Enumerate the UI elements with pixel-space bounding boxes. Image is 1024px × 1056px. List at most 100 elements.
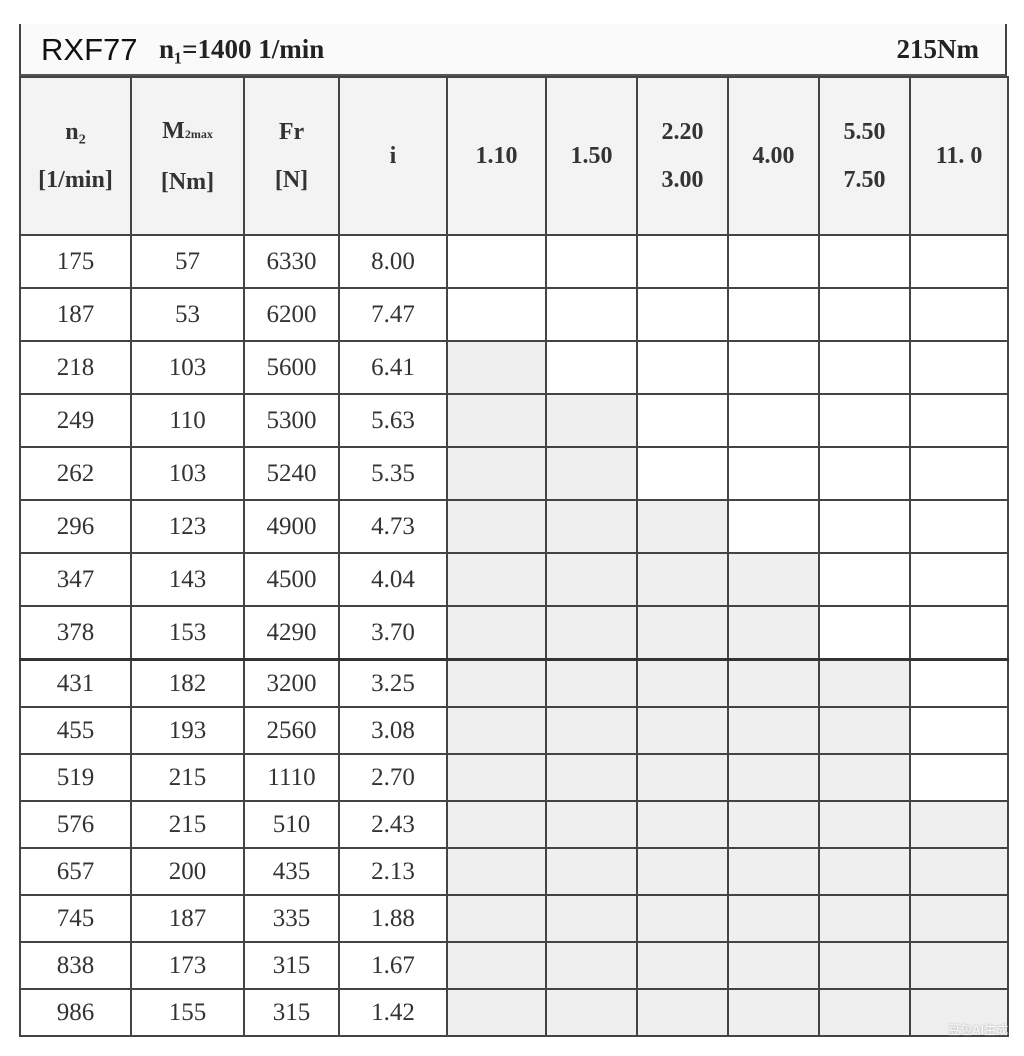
cell-i: 5.63 [338, 393, 448, 448]
cell-fr: 4500 [243, 552, 340, 607]
table-row: 249 110 5300 5.63 [19, 393, 1009, 448]
table-row: 262 103 5240 5.35 [19, 446, 1009, 501]
empty-cell [818, 446, 911, 501]
cell-m2max: 123 [130, 499, 245, 554]
header-sf-3-top: 2.20 [661, 119, 704, 145]
cell-n2: 657 [19, 847, 132, 896]
cell-i: 2.43 [338, 800, 448, 849]
gear-rating-table: n₂ [1/min] M2max [Nm] Fr [N] i 1.10 1.50 2.… [19, 76, 1009, 1037]
cell-n2: 745 [19, 894, 132, 943]
empty-cell [909, 552, 1009, 607]
empty-cell [909, 340, 1009, 395]
empty-cell [818, 234, 911, 289]
shaded-cell [545, 988, 638, 1037]
empty-cell [909, 605, 1009, 661]
watermark: 豆包AI生成 [948, 1023, 1008, 1037]
cell-n2: 455 [19, 706, 132, 755]
header-sf-2: 1.50 [545, 76, 638, 236]
cell-m2max: 103 [130, 446, 245, 501]
cell-fr: 1110 [243, 753, 340, 802]
table-row: 576 215 510 2.43 [19, 800, 1009, 849]
cell-n2: 175 [19, 234, 132, 289]
cell-i: 4.73 [338, 499, 448, 554]
cell-fr: 435 [243, 847, 340, 896]
empty-cell [909, 234, 1009, 289]
shaded-cell [727, 894, 820, 943]
shaded-cell [909, 988, 1009, 1037]
header-m2max-unit: [Nm] [160, 168, 215, 195]
empty-cell [818, 287, 911, 342]
cell-fr: 2560 [243, 706, 340, 755]
shaded-cell [545, 658, 638, 708]
empty-cell [727, 340, 820, 395]
title-bar: RXF77 n₁=1400 1/min 215Nm [19, 24, 1007, 76]
cell-i: 1.88 [338, 894, 448, 943]
shaded-cell [545, 393, 638, 448]
shaded-cell [446, 446, 547, 501]
empty-cell [909, 499, 1009, 554]
empty-cell [727, 393, 820, 448]
shaded-cell [545, 941, 638, 990]
cell-i: 5.35 [338, 446, 448, 501]
shaded-cell [446, 499, 547, 554]
header-sf-5: 5.50 7.50 [818, 76, 911, 236]
shaded-cell [818, 658, 911, 708]
cell-n2: 187 [19, 287, 132, 342]
cell-m2max: 110 [130, 393, 245, 448]
shaded-cell [545, 446, 638, 501]
table-row: 986 155 315 1.42 [19, 988, 1009, 1037]
empty-cell [636, 393, 729, 448]
shaded-cell [818, 847, 911, 896]
table-row: 296 123 4900 4.73 [19, 499, 1009, 554]
cell-m2max: 143 [130, 552, 245, 607]
shaded-cell [636, 753, 729, 802]
shaded-cell [545, 706, 638, 755]
table-row: 745 187 335 1.88 [19, 894, 1009, 943]
empty-cell [727, 234, 820, 289]
cell-m2max: 173 [130, 941, 245, 990]
cell-fr: 4900 [243, 499, 340, 554]
cell-fr: 5240 [243, 446, 340, 501]
header-row: n₂ [1/min] M2max [Nm] Fr [N] i 1.10 1.50 2.… [19, 76, 1009, 236]
table-row: 657 200 435 2.13 [19, 847, 1009, 896]
empty-cell [636, 287, 729, 342]
shaded-cell [545, 605, 638, 661]
cell-n2: 378 [19, 605, 132, 661]
empty-cell [727, 499, 820, 554]
table-row: 175 57 6330 8.00 [19, 234, 1009, 289]
shaded-cell [909, 800, 1009, 849]
cell-n2: 249 [19, 393, 132, 448]
table-row: 218 103 5600 6.41 [19, 340, 1009, 395]
shaded-cell [909, 894, 1009, 943]
shaded-cell [818, 706, 911, 755]
shaded-cell [818, 941, 911, 990]
empty-cell [636, 234, 729, 289]
shaded-cell [446, 847, 547, 896]
shaded-cell [545, 800, 638, 849]
cell-i: 8.00 [338, 234, 448, 289]
cell-m2max: 53 [130, 287, 245, 342]
cell-m2max: 187 [130, 894, 245, 943]
shaded-cell [446, 552, 547, 607]
cell-i: 2.13 [338, 847, 448, 896]
shaded-cell [636, 605, 729, 661]
cell-fr: 335 [243, 894, 340, 943]
shaded-cell [818, 753, 911, 802]
cell-m2max: 153 [130, 605, 245, 661]
empty-cell [818, 552, 911, 607]
header-fr-symbol: Fr [278, 119, 305, 145]
shaded-cell [636, 941, 729, 990]
cell-n2: 431 [19, 658, 132, 708]
max-torque: 215Nm [896, 34, 980, 64]
empty-cell [636, 340, 729, 395]
input-speed: n₁=1400 1/min [159, 34, 325, 64]
header-m2max-symbol: M [162, 117, 185, 144]
cell-i: 6.41 [338, 340, 448, 395]
shaded-cell [727, 847, 820, 896]
header-sf-5-bottom: 7.50 [843, 167, 886, 193]
header-sf-6: 11. 0 [909, 76, 1009, 236]
cell-i: 2.70 [338, 753, 448, 802]
shaded-cell [727, 658, 820, 708]
cell-n2: 986 [19, 988, 132, 1037]
shaded-cell [545, 552, 638, 607]
